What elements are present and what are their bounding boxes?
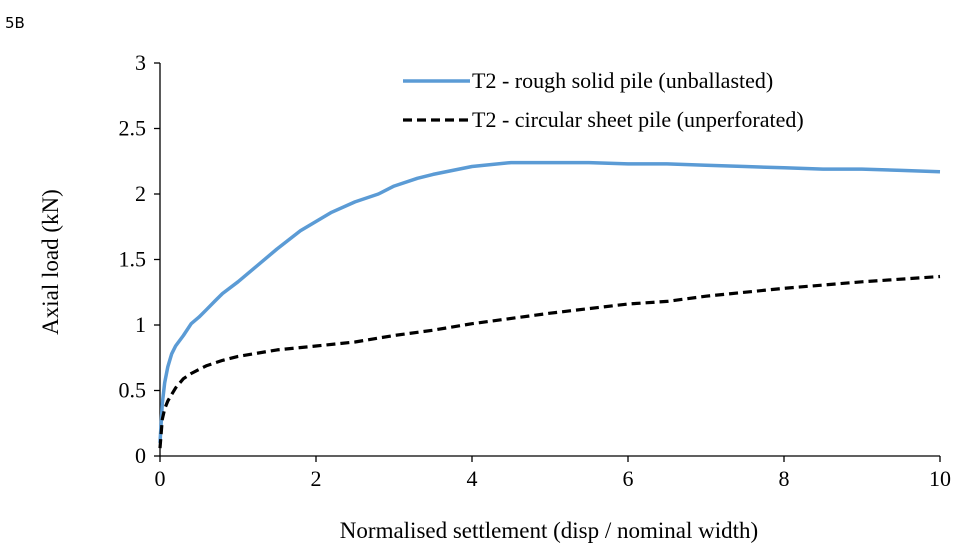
y-tick-label: 3: [135, 50, 146, 75]
y-tick-label: 0.5: [119, 378, 147, 403]
x-tick-label: 8: [779, 466, 790, 491]
x-tick-label: 10: [929, 466, 951, 491]
legend-label-2: T2 - circular sheet pile (unperforated): [472, 107, 804, 132]
legend: T2 - rough solid pile (unballasted) T2 - …: [403, 68, 804, 132]
y-axis-label: Axial load (kN): [38, 189, 63, 335]
series-group: [158, 160, 941, 449]
y-tick-label: 2.5: [119, 116, 147, 141]
x-tick-label: 2: [311, 466, 322, 491]
x-tick-label: 0: [155, 466, 166, 491]
x-tick-label: 4: [467, 466, 478, 491]
panel-label: 5B: [5, 14, 25, 32]
x-axis-label: Normalised settlement (disp / nominal wi…: [340, 518, 758, 543]
series-line-1: [158, 160, 941, 444]
series-line-2: [158, 274, 941, 449]
legend-label-1: T2 - rough solid pile (unballasted): [472, 68, 773, 93]
y-tick-label: 2: [135, 181, 146, 206]
axes-group: 0 0.5 1 1.5 2 2.5 3 0 2 4 6 8 10: [119, 50, 952, 491]
y-tick-label: 1: [135, 312, 146, 337]
y-tick-label: 1.5: [119, 247, 147, 272]
y-tick-label: 0: [135, 443, 146, 468]
x-tick-label: 6: [623, 466, 634, 491]
